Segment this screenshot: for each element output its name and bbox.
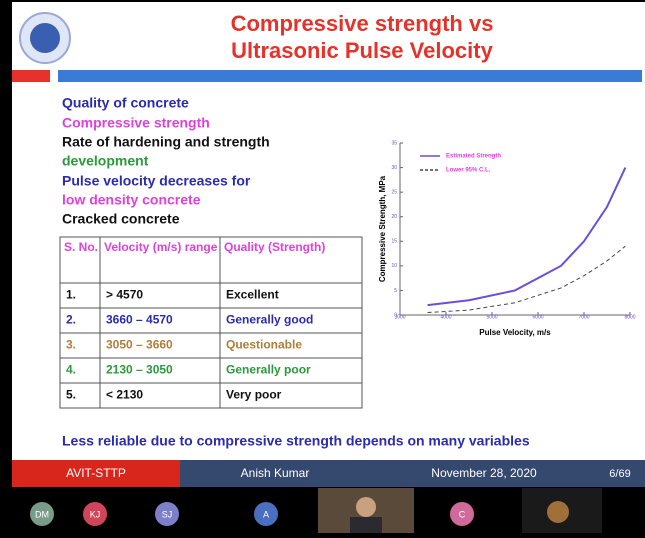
x-tick-label: 8000: [624, 314, 635, 320]
x-axis-label: Pulse Velocity, m/s: [479, 328, 551, 337]
cell: Very poor: [226, 388, 282, 402]
accent-bar: [12, 70, 50, 82]
avatar-initials: DM: [35, 509, 49, 519]
cell: > 4570: [106, 288, 143, 302]
y-tick-label: 20: [391, 214, 397, 220]
footer-text: November 28, 2020: [431, 466, 537, 480]
avatar-initials: C: [459, 509, 466, 519]
header-text: Quality (Strength): [224, 240, 360, 255]
title-line: Compressive strength vs: [231, 11, 494, 36]
y-tick-label: 30: [391, 165, 397, 171]
cell: 3660 – 4570: [106, 313, 173, 327]
x-tick-label: 7000: [578, 314, 589, 320]
point: low density concrete: [62, 192, 201, 208]
header-text: S. No.: [64, 240, 98, 255]
footer-text: AVIT-STTP: [66, 466, 126, 480]
x-tick-label: 5000: [486, 314, 497, 320]
video-person: [350, 517, 382, 533]
avatar-initials: A: [263, 509, 269, 519]
cell: 3050 – 3660: [106, 338, 173, 352]
screen: Compressive strength vs Ultrasonic Pulse…: [0, 0, 645, 533]
y-tick-label: 35: [391, 140, 397, 146]
y-tick-label: 10: [391, 263, 397, 269]
x-tick-label: 4000: [440, 314, 451, 320]
y-tick-label: 25: [391, 189, 397, 195]
note: Less reliable due to compressive strengt…: [62, 433, 530, 449]
header-text: Velocity (m/s) range: [104, 240, 218, 255]
video-person: [547, 501, 569, 523]
logo-inner: [30, 23, 60, 53]
y-tick-label: 0: [394, 312, 397, 318]
header-cell: Quality (Strength): [224, 240, 360, 282]
footer-text: 6/69: [609, 468, 630, 480]
x-tick-label: 6000: [532, 314, 543, 320]
cell: 2130 – 3050: [106, 363, 173, 377]
legend-label: Lower 95% C.L.: [446, 168, 491, 174]
point: Cracked concrete: [62, 211, 180, 227]
accent-bar: [58, 70, 642, 82]
point: Pulse velocity decreases for: [62, 173, 251, 189]
header-cell: S. No.: [64, 240, 98, 282]
y-tick-label: 5: [394, 288, 397, 294]
point: development: [62, 153, 149, 169]
video-person: [356, 497, 376, 517]
title-line: Ultrasonic Pulse Velocity: [231, 38, 493, 63]
cell: 2.: [66, 313, 76, 327]
cell: Excellent: [226, 288, 279, 302]
header-cell: Velocity (m/s) range: [104, 240, 218, 282]
cell: 5.: [66, 388, 76, 402]
point: Quality of concrete: [62, 95, 189, 111]
cell: 4.: [66, 363, 76, 377]
point: Compressive strength: [62, 115, 210, 131]
footer-text: Anish Kumar: [241, 466, 310, 480]
cell: 1.: [66, 288, 76, 302]
point: Rate of hardening and strength: [62, 134, 270, 150]
cell: Questionable: [226, 338, 302, 352]
cell: Generally poor: [226, 363, 311, 377]
y-tick-label: 15: [391, 239, 397, 245]
cell: 3.: [66, 338, 76, 352]
cell: Generally good: [226, 313, 313, 327]
cell: < 2130: [106, 388, 143, 402]
legend-label: Estimated Strength: [446, 154, 501, 160]
avatar-initials: KJ: [90, 509, 101, 519]
y-axis-label: Compressive Strength, MPa: [378, 175, 387, 282]
avatar-initials: SJ: [162, 509, 173, 519]
